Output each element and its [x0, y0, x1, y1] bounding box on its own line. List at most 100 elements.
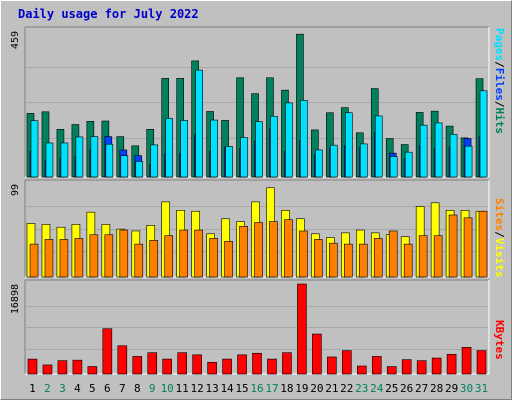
sites-bar [269, 221, 278, 278]
sites-bar [433, 235, 443, 278]
pages-bar [45, 142, 54, 178]
x-tick-label: 10 [161, 382, 174, 395]
x-tick-label: 24 [370, 382, 384, 395]
kbytes-bar [327, 356, 337, 375]
pages-bar [30, 120, 39, 178]
hits-ymax-label: 459 [10, 31, 21, 49]
pages-bar [315, 149, 323, 178]
x-tick-label: 9 [149, 382, 156, 395]
kbytes-bar [57, 360, 68, 375]
sites-bar [403, 243, 413, 278]
kbytes-bar [162, 358, 173, 375]
x-tick-label: 31 [475, 382, 488, 395]
x-tick-label: 19 [295, 382, 308, 395]
kbytes-bar [476, 350, 487, 375]
pages-bar [419, 124, 428, 178]
x-tick-label: 25 [385, 382, 398, 395]
pages-bar [240, 137, 248, 178]
sites-bar [373, 238, 383, 278]
pages-bar [359, 143, 368, 178]
pages-bar [345, 112, 353, 178]
x-tick-label: 29 [445, 382, 458, 395]
legend-kbytes-part: KBytes [493, 320, 506, 360]
sites-bar [29, 243, 39, 278]
x-tick-label: 5 [89, 382, 96, 395]
sites-bar [149, 240, 159, 278]
x-tick-label: 28 [430, 382, 443, 395]
pages-bar [90, 136, 99, 178]
sites-bar [134, 243, 144, 278]
legend-visits-sites: Sites/Visits [493, 198, 506, 278]
pages-bar [374, 115, 383, 178]
legend-visits-sites-part: Visits [493, 238, 506, 278]
sites-bar [284, 219, 293, 278]
legend-hits-files-pages-part: Pages [493, 28, 506, 61]
sites-bar [44, 239, 54, 278]
visits-ymax-label: 99 [10, 184, 21, 196]
x-tick-label: 22 [340, 382, 353, 395]
x-tick-label: 4 [74, 382, 81, 395]
pages-bar [60, 142, 69, 178]
kbytes-bar [297, 283, 307, 375]
kbytes-bar [87, 366, 98, 375]
x-tick-label: 20 [310, 382, 323, 395]
sites-bar [104, 234, 114, 278]
kbytes-bar [312, 333, 322, 375]
kbytes-bar [42, 364, 53, 375]
pages-bar [404, 151, 413, 178]
legend-visits-sites-part: Sites [493, 198, 506, 231]
pages-bar [270, 115, 278, 178]
kbytes-bar [237, 354, 247, 375]
sites-bar [59, 239, 69, 278]
sites-bar [314, 239, 323, 278]
x-tick-label: 26 [400, 382, 413, 395]
x-tick-label: 16 [250, 382, 263, 395]
kbytes-bar [267, 358, 277, 375]
sites-bar [119, 229, 129, 278]
legend-kbytes: KBytes [493, 320, 506, 360]
x-tick-label: 23 [355, 382, 368, 395]
kbytes-bar [461, 347, 472, 375]
legend-hits-files-pages-part: Hits [493, 108, 506, 135]
sites-bar [344, 243, 353, 278]
sites-bar [418, 235, 428, 278]
sites-bar [299, 230, 308, 278]
kbytes-bar [117, 345, 128, 375]
pages-bar [195, 69, 203, 178]
kbytes-bar [356, 365, 367, 375]
x-tick-label: 1 [29, 382, 36, 395]
sites-bar [239, 225, 248, 278]
kbytes-bar [147, 352, 158, 375]
pages-bar [330, 144, 338, 178]
sites-bar [358, 243, 368, 278]
pages-bar [165, 118, 174, 178]
pages-bar [300, 100, 308, 178]
pages-bar [150, 144, 159, 178]
pages-bar [75, 136, 84, 178]
sites-bar [194, 229, 203, 278]
pages-bar [135, 161, 144, 178]
kbytes-bar [431, 357, 442, 375]
kbytes-bar [371, 356, 382, 375]
x-tick-label: 21 [325, 382, 338, 395]
x-tick-label: 27 [415, 382, 428, 395]
sites-bar [179, 229, 188, 278]
legend-visits-sites-part: / [493, 231, 506, 238]
sites-bar [74, 238, 84, 278]
x-tick-label: 18 [280, 382, 293, 395]
kbytes-bar [342, 350, 352, 375]
x-tick-label: 17 [265, 382, 278, 395]
pages-bar [389, 156, 398, 178]
sites-bar [254, 222, 263, 278]
kbytes-bar [72, 359, 83, 375]
pages-bar [449, 134, 458, 178]
legend-hits-files-pages: Pages/Files/Hits [493, 28, 506, 134]
legend-hits-files-pages-part: Files [493, 68, 506, 101]
x-tick-label: 6 [104, 382, 111, 395]
kbytes-bar [282, 352, 292, 375]
x-tick-label: 15 [235, 382, 248, 395]
pages-bar [180, 120, 188, 178]
kbytes-bar [401, 359, 412, 375]
kbytes-bar [416, 360, 427, 375]
x-tick-label: 11 [176, 382, 189, 395]
